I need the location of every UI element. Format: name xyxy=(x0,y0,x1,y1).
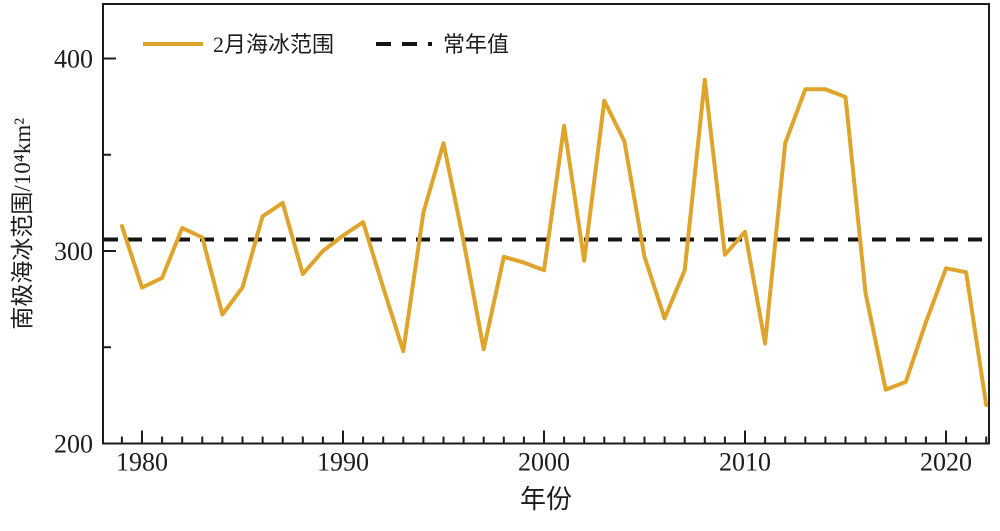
x-tick-label: 2020 xyxy=(920,448,972,477)
y-axis-title: 南极海冰范围/10⁴km² xyxy=(10,118,35,330)
x-tick-label: 1990 xyxy=(317,448,369,477)
x-tick-label: 2000 xyxy=(518,448,570,477)
x-tick-label: 2010 xyxy=(719,448,771,477)
legend-series-label: 2月海冰范围 xyxy=(213,32,334,57)
y-tick-label: 200 xyxy=(54,430,93,459)
y-tick-label: 400 xyxy=(54,45,93,74)
legend-normal-label: 常年值 xyxy=(443,32,509,57)
plot-frame xyxy=(102,3,990,445)
data-line xyxy=(119,77,989,407)
x-axis-title: 年份 xyxy=(520,485,572,514)
y-tick-label: 300 xyxy=(54,237,93,266)
x-tick-label: 1980 xyxy=(116,448,168,477)
